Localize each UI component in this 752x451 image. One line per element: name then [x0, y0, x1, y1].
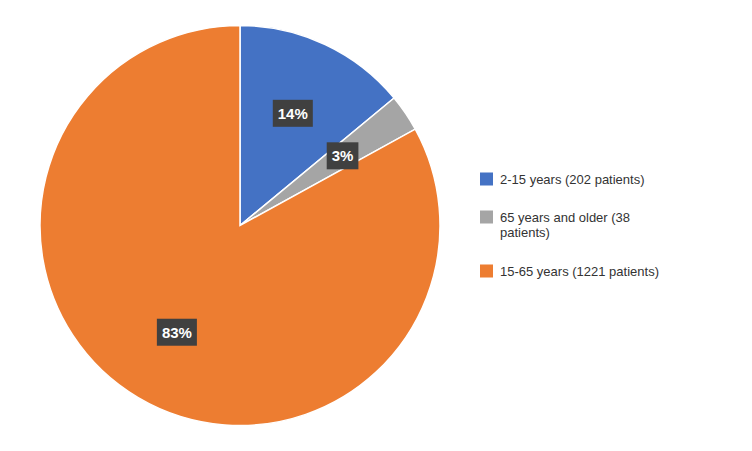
legend-item: 15-65 years (1221 patients)	[480, 264, 659, 279]
label-box	[157, 319, 197, 346]
data-label-group: 14%	[273, 100, 313, 127]
label-box	[327, 142, 359, 169]
legend-label: 15-65 years (1221 patients)	[500, 264, 659, 279]
data-labels: 14% 3% 83%	[157, 100, 359, 346]
legend-item: 2-15 years (202 patients)	[480, 172, 645, 187]
data-label-group: 83%	[157, 319, 197, 346]
label-box	[273, 100, 313, 127]
slice	[40, 26, 440, 426]
legend-item: 65 years and older (38patients)	[480, 210, 630, 241]
legend-swatch	[480, 173, 493, 186]
pie	[40, 26, 440, 426]
data-label: 14%	[278, 105, 308, 122]
data-label: 83%	[162, 324, 192, 341]
legend: 2-15 years (202 patients) 65 years and ol…	[480, 172, 659, 279]
legend-label: 2-15 years (202 patients)	[500, 172, 645, 187]
legend-swatch	[480, 211, 493, 224]
legend-label: 65 years and older (38patients)	[500, 210, 630, 241]
chart: 14% 3% 83% 2-15 years (202 patients) 65 year…	[0, 0, 752, 451]
data-label-group: 3%	[327, 142, 359, 169]
legend-swatch	[480, 265, 493, 278]
data-label: 3%	[332, 147, 354, 164]
